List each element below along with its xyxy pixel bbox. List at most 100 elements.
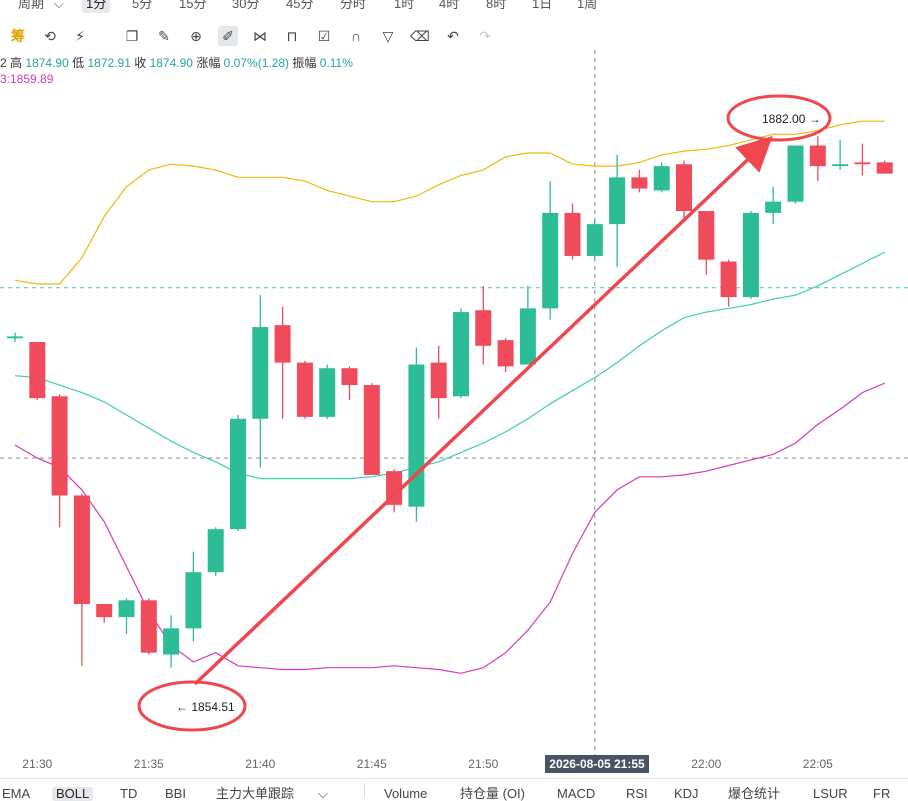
candle-body [230,418,246,530]
candle-body [832,164,849,167]
timeframe-1m[interactable]: 1分 [82,0,111,13]
candle [564,203,581,260]
tab-open-interest[interactable]: 持仓量 (OI) [460,786,525,801]
tab-boll[interactable]: BOLL [52,787,94,801]
candle [720,259,737,307]
candle [140,598,157,655]
timeframe-30m[interactable]: 30分 [232,0,260,11]
x-tick-label: 22:05 [803,757,833,771]
candle [453,308,469,399]
candle [296,360,313,419]
chevron-down-icon[interactable]: ⌵ [54,0,64,11]
period-label[interactable]: 周期 [18,0,45,11]
candle [876,160,893,174]
tab-liquidation-stats[interactable]: 爆仓统计 [728,786,781,801]
tab-lsur[interactable]: LSUR [813,786,848,801]
trash-icon[interactable]: ⌫ [410,28,430,44]
undo-icon[interactable]: ↶ [447,28,459,44]
candle-body [453,312,469,397]
close-value: 1874.90 [149,56,193,70]
timeframe-4h[interactable]: 4时 [439,0,460,11]
candle-body [274,325,291,363]
candle-body [497,340,514,367]
candle-body [586,224,603,256]
boll-lower-line [14,382,885,674]
chips-button[interactable]: 筹 [11,28,25,44]
candle [207,527,224,576]
sync-icon[interactable]: ⟲ [44,28,56,44]
candle [586,218,603,260]
timeframe-1d[interactable]: 1日 [532,0,553,11]
candle-body [653,166,670,191]
tab-bbi[interactable]: BBI [165,786,186,801]
high-annotation-label: 1882.00 → [762,112,821,126]
timeframe-5m[interactable]: 5分 [132,0,153,11]
high-value: 1874.90 [25,56,69,70]
redo-icon[interactable]: ↷ [479,28,491,44]
pen-icon[interactable]: ✐ [218,26,238,46]
amplitude-value: 0.11% [319,56,353,70]
magnet-icon[interactable]: ∩ [350,28,362,44]
candle-body [341,368,358,386]
timeframe-45m[interactable]: 45分 [286,0,314,11]
candle-body [408,364,425,507]
candle [809,136,826,182]
candle-body [140,600,157,653]
indicator-tabs: EMA BOLL TD BBI 主力大单跟踪 ⌵ Volume 持仓量 (OI)… [0,778,908,801]
more-icon[interactable]: ⌵ [318,786,328,801]
high-annotation-ellipse [726,94,832,142]
note-icon[interactable]: ❐ [125,28,139,44]
timeframe-intraday[interactable]: 分时 [340,0,367,11]
candle-body [163,628,180,655]
amplitude-label: 振幅 [292,56,317,70]
annotation-layer: 1882.00 → ← 1854.51 [137,94,832,732]
tab-kdj[interactable]: KDJ [674,786,699,801]
candle [29,342,46,401]
candle-body [676,164,692,212]
candle-body [631,177,648,189]
timeframe-15m[interactable]: 15分 [179,0,207,11]
candle-body [29,342,46,399]
candle [832,139,849,170]
tab-volume[interactable]: Volume [384,786,428,801]
timeframe-1w[interactable]: 1周 [577,0,598,11]
tab-fr[interactable]: FR [873,786,891,801]
low-value: 1872.91 [87,56,131,70]
link-icon[interactable]: ⋈ [253,28,267,44]
candle [765,186,782,225]
candle [408,347,425,522]
candle [430,345,447,419]
timeframe-8h[interactable]: 8时 [486,0,507,11]
zoom-in-icon[interactable]: ⊕ [190,28,202,44]
candle [319,364,336,419]
candle-body [698,211,715,260]
candle [274,306,291,419]
boll-layer [14,120,885,674]
tab-macd[interactable]: MACD [557,786,596,801]
candle-body [118,600,135,618]
tab-td[interactable]: TD [120,786,138,801]
filter-icon[interactable]: ▽ [382,28,394,44]
edit-icon[interactable]: ☑ [317,28,331,44]
low-label: 低 [72,56,85,70]
candle [854,143,871,176]
magic-wand-icon[interactable]: ⚡ [75,28,85,44]
candle [519,285,536,365]
tab-main-order-tracking[interactable]: 主力大单跟踪 [216,786,295,801]
tab-rsi[interactable]: RSI [626,786,648,801]
candle-body [185,572,202,629]
close-label: 收 [134,56,147,70]
tab-ema[interactable]: EMA [2,786,31,801]
low-annotation-ellipse [137,680,247,732]
candle-body [7,336,23,339]
timeframe-1h[interactable]: 1时 [394,0,415,11]
low-annotation-label: ← 1854.51 [176,700,235,714]
candle [698,211,715,275]
x-tick-label: 21:30 [22,757,52,771]
ruler-icon[interactable]: ✎ [158,28,170,44]
candle-body [386,471,403,505]
lock-icon[interactable]: ⊓ [286,28,298,44]
candle-body [765,201,782,213]
candle [51,394,68,528]
